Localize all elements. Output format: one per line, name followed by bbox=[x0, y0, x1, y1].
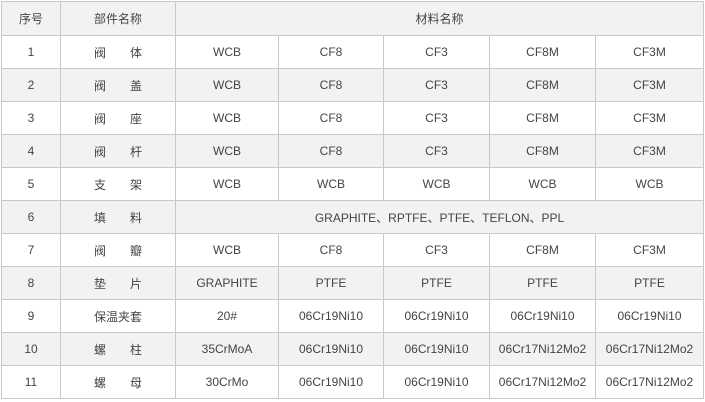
part-name: 阀 体 bbox=[60, 35, 176, 69]
material-cell: 06Cr17Ni12Mo2 bbox=[489, 365, 596, 399]
material-cell: 06Cr17Ni12Mo2 bbox=[595, 332, 704, 366]
material-cell: CF8 bbox=[278, 68, 384, 102]
row-index: 1 bbox=[1, 35, 61, 69]
material-cell: 06Cr19Ni10 bbox=[489, 299, 596, 333]
header-row: 序号 部件名称 材料名称 bbox=[1, 1, 704, 36]
material-cell: CF3 bbox=[383, 68, 490, 102]
part-name: 阀 瓣 bbox=[60, 233, 176, 267]
table-row: 11 螺 母 30CrMo 06Cr19Ni10 06Cr19Ni10 06Cr17Ni1… bbox=[1, 365, 704, 399]
row-index: 5 bbox=[1, 167, 61, 201]
header-part: 部件名称 bbox=[60, 1, 176, 36]
material-cell: PTFE bbox=[489, 266, 596, 300]
material-cell: 06Cr19Ni10 bbox=[383, 365, 490, 399]
material-cell: 20# bbox=[175, 299, 279, 333]
material-cell: WCB bbox=[278, 167, 384, 201]
part-name: 阀 杆 bbox=[60, 134, 176, 168]
material-cell: 30CrMo bbox=[175, 365, 279, 399]
part-name: 支 架 bbox=[60, 167, 176, 201]
part-name: 阀 盖 bbox=[60, 68, 176, 102]
header-index: 序号 bbox=[1, 1, 61, 36]
material-cell: CF8M bbox=[489, 101, 596, 135]
material-cell: CF3M bbox=[595, 134, 704, 168]
material-cell: WCB bbox=[175, 134, 279, 168]
table-row: 10 螺 柱 35CrMoA 06Cr19Ni10 06Cr19Ni10 06Cr17Ni… bbox=[1, 332, 704, 366]
material-cell: WCB bbox=[175, 167, 279, 201]
material-cell: WCB bbox=[489, 167, 596, 201]
material-cell: GRAPHITE bbox=[175, 266, 279, 300]
material-cell: 06Cr17Ni12Mo2 bbox=[489, 332, 596, 366]
material-cell: CF3M bbox=[595, 233, 704, 267]
material-cell: CF3 bbox=[383, 101, 490, 135]
material-cell: CF8M bbox=[489, 35, 596, 69]
material-cell: CF3 bbox=[383, 35, 490, 69]
material-cell: 06Cr19Ni10 bbox=[278, 365, 384, 399]
material-cell: CF3M bbox=[595, 35, 704, 69]
row-index: 7 bbox=[1, 233, 61, 267]
part-name: 垫 片 bbox=[60, 266, 176, 300]
material-merged: GRAPHITE、RPTFE、PTFE、TEFLON、PPL bbox=[175, 200, 704, 234]
material-cell: WCB bbox=[175, 233, 279, 267]
material-cell: CF8 bbox=[278, 233, 384, 267]
material-cell: CF3 bbox=[383, 233, 490, 267]
material-cell: WCB bbox=[175, 101, 279, 135]
material-cell: WCB bbox=[383, 167, 490, 201]
material-cell: CF3M bbox=[595, 68, 704, 102]
table-row: 9 保温夹套 20# 06Cr19Ni10 06Cr19Ni10 06Cr19Ni10 06… bbox=[1, 299, 704, 333]
material-cell: 35CrMoA bbox=[175, 332, 279, 366]
material-cell: 06Cr19Ni10 bbox=[595, 299, 704, 333]
row-index: 10 bbox=[1, 332, 61, 366]
part-name: 保温夹套 bbox=[60, 299, 176, 333]
material-cell: CF8M bbox=[489, 68, 596, 102]
material-cell: CF8 bbox=[278, 134, 384, 168]
part-name: 阀 座 bbox=[60, 101, 176, 135]
material-cell: 06Cr19Ni10 bbox=[383, 299, 490, 333]
row-index: 2 bbox=[1, 68, 61, 102]
row-index: 4 bbox=[1, 134, 61, 168]
material-cell: 06Cr17Ni12Mo2 bbox=[595, 365, 704, 399]
material-cell: 06Cr19Ni10 bbox=[278, 299, 384, 333]
material-cell: WCB bbox=[175, 35, 279, 69]
material-cell: CF3M bbox=[595, 101, 704, 135]
part-name: 螺 母 bbox=[60, 365, 176, 399]
header-material: 材料名称 bbox=[175, 1, 704, 36]
material-cell: CF8M bbox=[489, 233, 596, 267]
material-cell: CF8M bbox=[489, 134, 596, 168]
row-index: 11 bbox=[1, 365, 61, 399]
row-index: 9 bbox=[1, 299, 61, 333]
material-cell: WCB bbox=[175, 68, 279, 102]
material-cell: PTFE bbox=[383, 266, 490, 300]
material-cell: CF3 bbox=[383, 134, 490, 168]
material-cell: PTFE bbox=[278, 266, 384, 300]
material-cell: WCB bbox=[595, 167, 704, 201]
row-index: 3 bbox=[1, 101, 61, 135]
part-name: 填 料 bbox=[60, 200, 176, 234]
material-cell: PTFE bbox=[595, 266, 704, 300]
material-cell: 06Cr19Ni10 bbox=[383, 332, 490, 366]
material-cell: CF8 bbox=[278, 101, 384, 135]
material-cell: 06Cr19Ni10 bbox=[278, 332, 384, 366]
part-name: 螺 柱 bbox=[60, 332, 176, 366]
row-index: 8 bbox=[1, 266, 61, 300]
row-index: 6 bbox=[1, 200, 61, 234]
material-cell: CF8 bbox=[278, 35, 384, 69]
